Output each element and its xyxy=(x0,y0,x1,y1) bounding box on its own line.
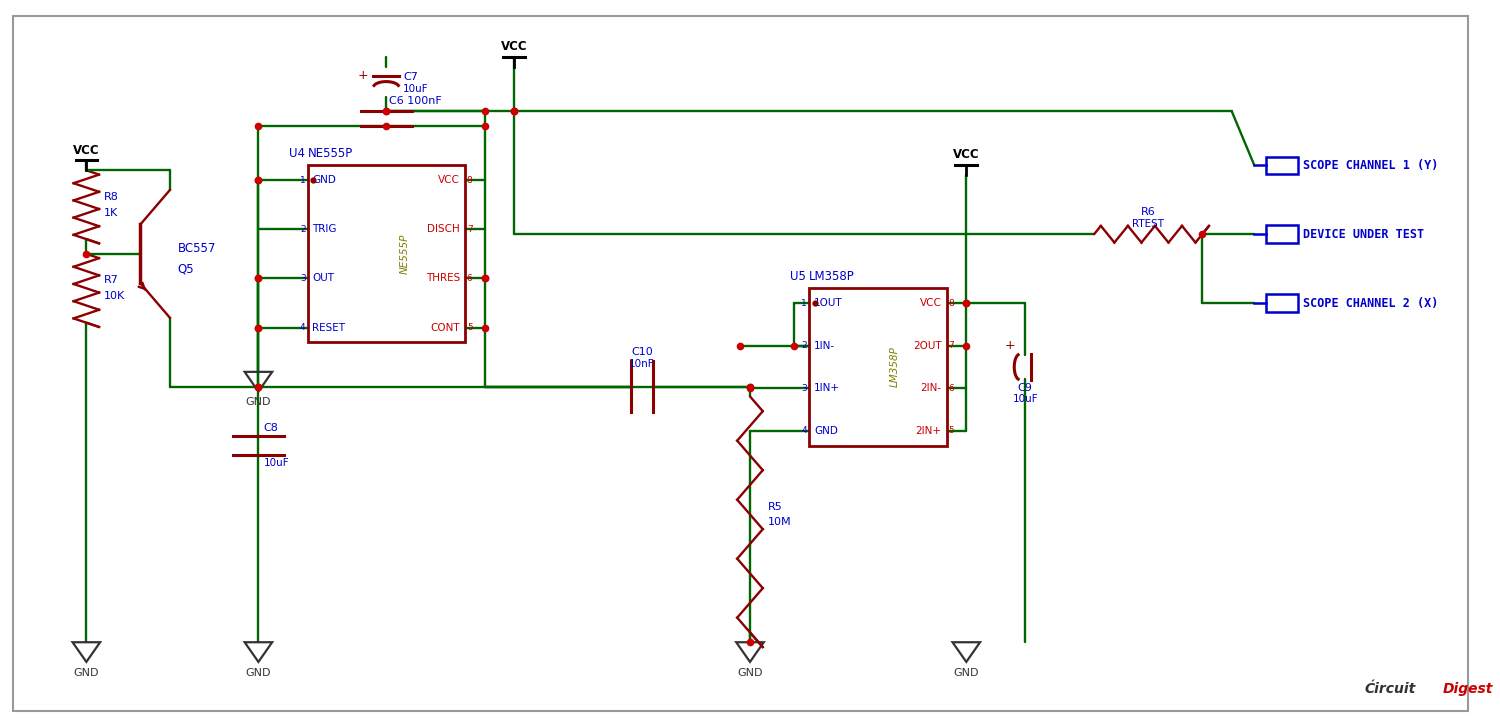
Text: GND: GND xyxy=(954,668,980,678)
Text: R5: R5 xyxy=(768,502,783,512)
Bar xyxy=(1266,294,1298,312)
Text: 1IN-: 1IN- xyxy=(815,341,836,350)
Text: LM358P: LM358P xyxy=(890,347,900,387)
Text: 8: 8 xyxy=(466,176,472,185)
Text: Ćircuit: Ćircuit xyxy=(1365,683,1416,696)
Text: 4: 4 xyxy=(801,426,807,435)
Text: 2: 2 xyxy=(801,341,807,350)
Text: Digest: Digest xyxy=(1443,683,1494,696)
Text: SCOPE CHANNEL 2 (X): SCOPE CHANNEL 2 (X) xyxy=(1302,297,1438,310)
Text: GND: GND xyxy=(815,426,839,436)
Text: 1: 1 xyxy=(801,299,807,308)
Text: GND: GND xyxy=(246,668,272,678)
Text: 1IN+: 1IN+ xyxy=(815,383,840,393)
Text: R6: R6 xyxy=(1142,206,1155,217)
Bar xyxy=(808,289,946,446)
Text: SCOPE CHANNEL 1 (Y): SCOPE CHANNEL 1 (Y) xyxy=(1302,159,1438,172)
Text: 3: 3 xyxy=(801,384,807,393)
Text: GND: GND xyxy=(736,668,762,678)
Text: 5: 5 xyxy=(948,426,954,435)
Text: 10uF: 10uF xyxy=(264,459,290,468)
Text: 1K: 1K xyxy=(104,208,118,217)
Text: C7: C7 xyxy=(404,72,418,82)
Text: BC557: BC557 xyxy=(178,243,216,255)
Text: GND: GND xyxy=(246,398,272,407)
Text: U4: U4 xyxy=(288,148,304,161)
Text: VCC: VCC xyxy=(952,148,980,161)
Text: 1: 1 xyxy=(300,176,306,185)
Text: 5: 5 xyxy=(466,323,472,332)
Text: GND: GND xyxy=(74,668,99,678)
Text: 10uF: 10uF xyxy=(1013,395,1038,404)
Text: 6: 6 xyxy=(466,274,472,283)
Text: NE555P: NE555P xyxy=(400,233,410,274)
Bar xyxy=(1266,156,1298,174)
Text: LM358P: LM358P xyxy=(808,270,855,284)
Text: C9: C9 xyxy=(1019,382,1032,393)
Text: NE555P: NE555P xyxy=(308,148,352,161)
Text: 2OUT: 2OUT xyxy=(914,341,942,350)
Text: DISCH: DISCH xyxy=(427,225,460,234)
Bar xyxy=(1266,225,1298,243)
Text: R7: R7 xyxy=(104,276,118,286)
Text: C10: C10 xyxy=(632,347,652,357)
Text: 10K: 10K xyxy=(104,291,126,301)
Text: C6 100nF: C6 100nF xyxy=(388,97,442,106)
Text: VCC: VCC xyxy=(920,298,942,308)
Text: 6: 6 xyxy=(948,384,954,393)
Text: R8: R8 xyxy=(104,192,118,202)
Text: RTEST: RTEST xyxy=(1132,220,1164,229)
Text: VCC: VCC xyxy=(501,40,528,53)
Text: THRES: THRES xyxy=(426,273,460,284)
Text: 3: 3 xyxy=(300,274,306,283)
Text: 1OUT: 1OUT xyxy=(815,298,843,308)
Text: 2: 2 xyxy=(300,225,306,234)
Text: VCC: VCC xyxy=(74,143,99,156)
Text: 7: 7 xyxy=(948,341,954,350)
Text: 10nF: 10nF xyxy=(628,359,654,369)
Text: VCC: VCC xyxy=(438,175,460,185)
Text: OUT: OUT xyxy=(312,273,334,284)
Text: 7: 7 xyxy=(466,225,472,234)
Text: 2IN+: 2IN+ xyxy=(915,426,942,436)
Text: GND: GND xyxy=(312,175,336,185)
Text: 10M: 10M xyxy=(768,518,792,527)
Text: +: + xyxy=(1005,340,1016,352)
Text: TRIG: TRIG xyxy=(312,225,338,234)
Text: U5: U5 xyxy=(790,270,806,284)
Text: 2IN-: 2IN- xyxy=(921,383,942,393)
Text: 10uF: 10uF xyxy=(404,84,429,94)
Text: 4: 4 xyxy=(300,323,306,332)
Text: +: + xyxy=(358,69,369,82)
Bar xyxy=(308,165,465,342)
Text: CONT: CONT xyxy=(430,323,460,333)
Text: Q5: Q5 xyxy=(178,262,195,275)
Text: DEVICE UNDER TEST: DEVICE UNDER TEST xyxy=(1302,228,1424,241)
Text: 8: 8 xyxy=(948,299,954,308)
Text: RESET: RESET xyxy=(312,323,345,333)
Text: C8: C8 xyxy=(264,423,278,433)
